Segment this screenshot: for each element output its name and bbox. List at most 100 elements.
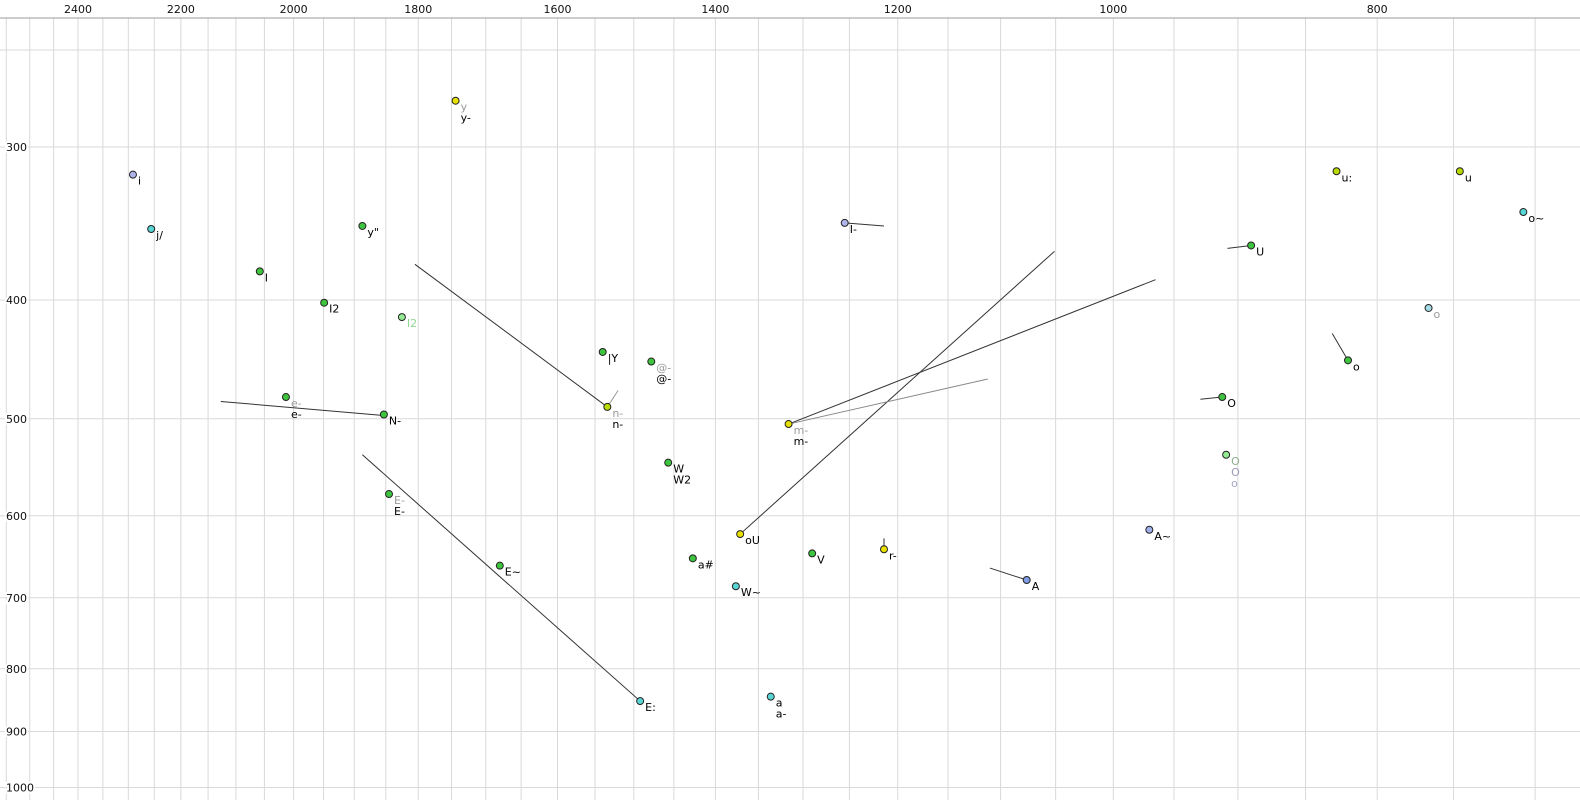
point-o-pale[interactable] [1424,303,1433,312]
point-y[interactable] [451,96,460,105]
point-label: o [1434,308,1441,321]
segment [220,400,384,417]
point-label: I2 [329,303,339,316]
point-N-[interactable] [379,410,388,419]
point-E:[interactable] [636,697,645,706]
point-label: E: [645,701,656,714]
point-label: o [1231,477,1238,490]
point-label: I2 [407,317,417,330]
x-tick-label: 1400 [701,3,729,16]
segment [788,279,1156,425]
x-tick-label: 2200 [167,3,195,16]
x-tick-label: 2000 [280,3,308,16]
point-o~[interactable] [1519,208,1528,217]
point-label: O [1231,455,1240,468]
point-y-dbl[interactable] [358,221,367,230]
point-a[interactable] [766,692,775,701]
point-O[interactable] [1218,393,1227,402]
point-label: W [673,463,684,476]
point-label: A [1032,580,1040,593]
point-label: E~ [505,566,521,579]
grid-layer [0,18,1580,800]
point-label: a# [698,558,714,571]
point-label: i [138,175,141,188]
y-tick-label: 400 [6,294,27,307]
x-tick-label: 1200 [884,3,912,16]
point-label: I- [850,223,857,236]
y-tick-label: 700 [6,592,27,605]
point-label: e- [291,408,302,421]
x-tick-label: 1000 [1099,3,1127,16]
point-label: W~ [741,586,761,599]
point-o[interactable] [1344,356,1353,365]
point-label: oU [745,534,760,547]
point-label: V [817,553,825,566]
point-label: m- [794,424,809,437]
segment [989,567,1027,581]
point-label: I [265,271,268,284]
point-V[interactable] [808,549,817,558]
point-O-stack[interactable] [1222,450,1231,459]
point-label: n- [612,407,623,420]
y-tick-label: 900 [6,725,27,738]
y-tick-label: 300 [6,141,27,154]
x-tick-label: 1600 [543,3,571,16]
point-label: N- [389,414,401,427]
point-I2[interactable] [320,298,329,307]
point-W~[interactable] [731,582,740,591]
point-label: U [1256,245,1264,258]
point-label: @- [656,373,671,386]
point-label: O [1231,466,1240,479]
point-n-[interactable] [603,402,612,411]
point-label: |Y [608,352,619,365]
segments-layer [220,222,1349,702]
point-u[interactable] [1455,167,1464,176]
point-label: E- [394,494,405,507]
segment [362,454,641,702]
point-A~[interactable] [1145,525,1154,534]
y-tick-label: 600 [6,510,27,523]
point-m-[interactable] [784,420,793,429]
point-label: y [461,101,468,114]
top-axis-band [0,0,1580,18]
point-E~[interactable] [495,561,504,570]
point-label: u [1465,171,1472,184]
point-label: A~ [1154,530,1171,543]
point-label: r- [889,549,897,562]
point-bar-Y[interactable] [598,347,607,356]
point-label: o [1353,360,1360,373]
segment [414,263,608,408]
point-label: y" [367,226,379,239]
point-oU[interactable] [736,530,745,539]
point-I-[interactable] [840,218,849,227]
point-E-[interactable] [385,490,394,499]
point-label: W2 [673,474,691,487]
x-tick-label: 800 [1367,3,1388,16]
segment [739,250,1055,535]
point-j-slash[interactable] [147,225,156,234]
point-a-hash[interactable] [688,554,697,563]
y-tick-label: 1000 [6,782,34,795]
labels-layer: yy-i j/y" I I2 I2 e-e- N- E-E- E~ E: n-n- |Y @-@- WW2… [138,101,1544,721]
point-I[interactable] [255,267,264,276]
point-u:[interactable] [1332,167,1341,176]
point-e-[interactable] [281,393,290,402]
point-i[interactable] [128,170,137,179]
point-A[interactable] [1022,575,1031,584]
y-tick-label: 500 [6,413,27,426]
segment [844,222,885,227]
segment [788,378,988,425]
point-I2-alt[interactable] [397,313,406,322]
point-at-[interactable] [647,357,656,366]
point-r-[interactable] [879,545,888,554]
point-label: @- [656,362,671,375]
point-label: m- [794,435,809,448]
y-tick-label: 800 [6,663,27,676]
x-tick-label: 1800 [404,3,432,16]
point-label: O [1227,397,1236,410]
point-U[interactable] [1247,241,1256,250]
point-label: a [776,697,783,710]
point-W[interactable] [664,458,673,467]
